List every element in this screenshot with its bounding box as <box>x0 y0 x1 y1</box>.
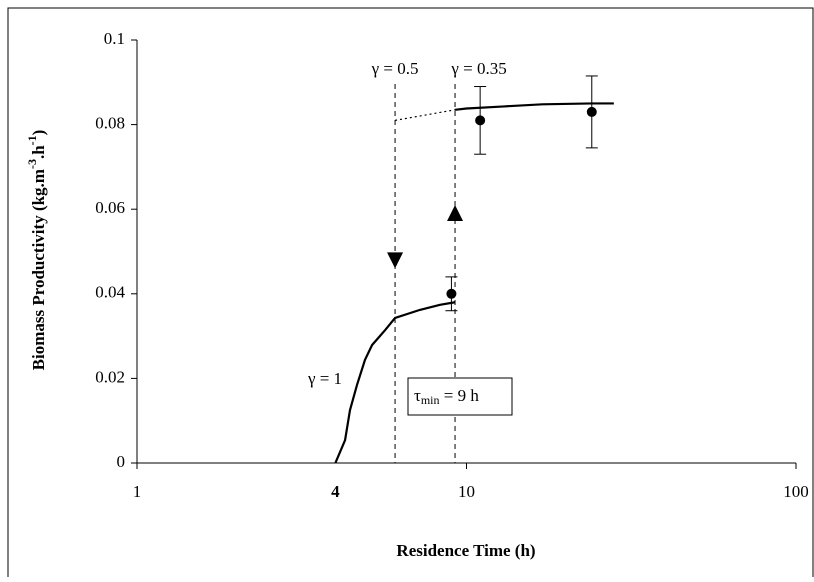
tau-box <box>407 377 513 416</box>
y-tick-label: 0.08 <box>95 114 125 133</box>
data-point <box>475 115 486 126</box>
tau-part: min <box>421 393 440 407</box>
x-tick-label: 1 <box>133 482 142 501</box>
y-label-part: .h <box>29 145 48 159</box>
x-marker-label: 4 <box>331 482 340 501</box>
y-tick-label: 0.02 <box>95 367 125 386</box>
y-label-part: -3 <box>25 159 39 169</box>
arrow <box>387 252 404 269</box>
y-label-part: ) <box>29 130 48 136</box>
y-tick-label: 0.06 <box>95 198 125 217</box>
y-label-part: -1 <box>25 135 39 145</box>
guide-label: γ = 0.5 <box>371 59 419 78</box>
x-tick-label: 10 <box>458 482 475 501</box>
series-line <box>334 301 456 464</box>
y-axis-label: Biomass Productivity (kg.m-3.h-1) <box>25 130 48 371</box>
arrow <box>447 204 464 221</box>
y-label-part: Biomass Productivity (kg.m <box>29 169 48 370</box>
series-line <box>394 109 456 121</box>
gamma-label: γ = 1 <box>307 369 342 388</box>
tau-label: τmin = 9 h <box>414 386 479 407</box>
y-tick-label: 0.04 <box>95 283 125 302</box>
series-line <box>454 102 614 111</box>
x-tick-label: 100 <box>783 482 809 501</box>
data-point <box>446 288 457 299</box>
x-axis-label: Residence Time (h) <box>396 541 535 560</box>
frame <box>7 7 814 582</box>
tau-part: = 9 h <box>440 386 480 405</box>
guide-label: γ = 0.35 <box>450 59 506 78</box>
data-point <box>586 106 597 117</box>
tau-part: τ <box>414 386 421 405</box>
y-tick-label: 0 <box>117 452 126 471</box>
y-tick-label: 0.1 <box>104 29 125 48</box>
